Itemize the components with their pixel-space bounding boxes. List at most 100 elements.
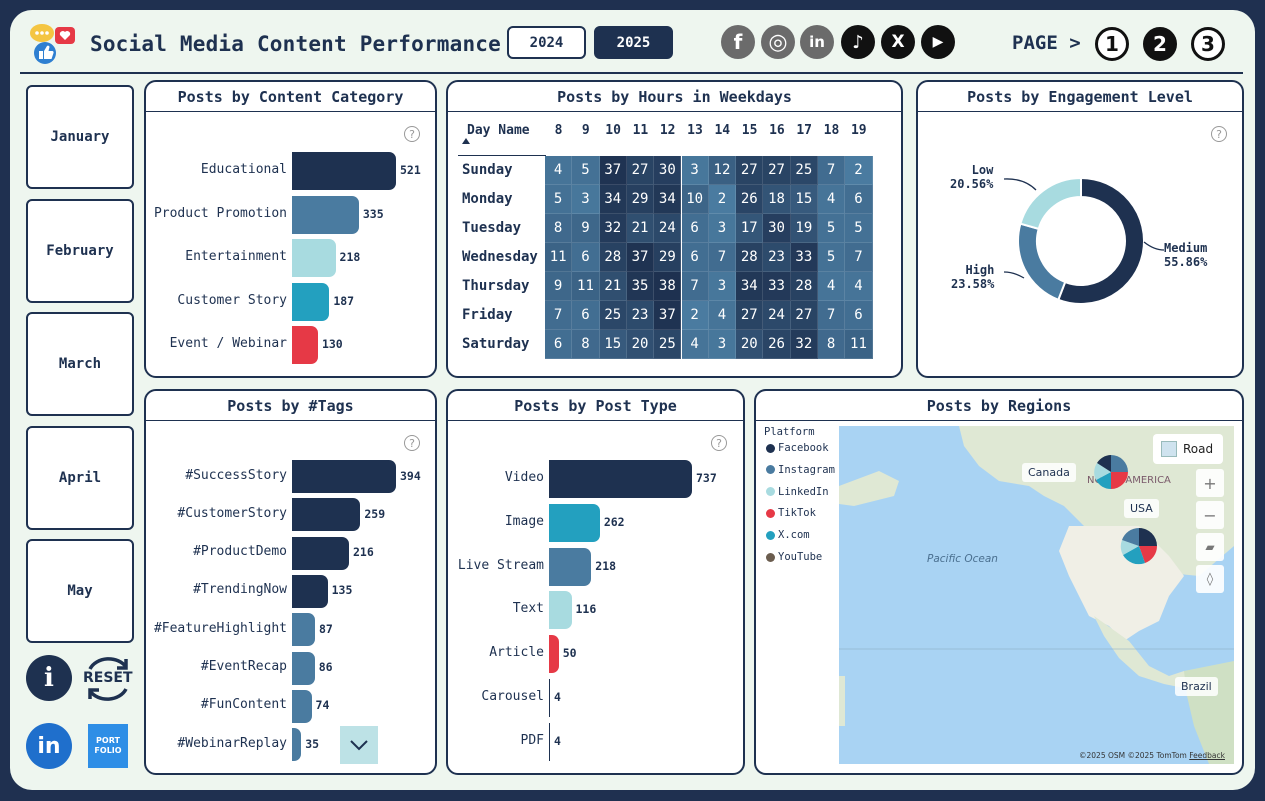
heatmap-cell[interactable]: 3 — [708, 330, 737, 359]
heatmap-cell[interactable]: 25 — [654, 330, 682, 359]
bar-image[interactable] — [549, 503, 600, 542]
heatmap-cell[interactable]: 7 — [818, 301, 846, 330]
heatmap-cell[interactable]: 6 — [545, 330, 573, 359]
heatmap-cell[interactable]: 7 — [818, 156, 846, 185]
heatmap-cell[interactable]: 7 — [545, 301, 573, 330]
portfolio-button[interactable]: PORT FOLIO — [88, 724, 128, 768]
heatmap-cell[interactable]: 28 — [599, 243, 627, 272]
canada-platform-pie[interactable] — [1093, 454, 1129, 490]
heatmap-cell[interactable]: 5 — [572, 156, 600, 185]
bar-eventrecap[interactable] — [292, 651, 315, 685]
heatmap-cell[interactable]: 30 — [654, 156, 682, 185]
legend-item-instagram[interactable]: Instagram — [766, 464, 835, 476]
heatmap-cell[interactable]: 21 — [626, 214, 655, 243]
bar-entertainment[interactable] — [292, 239, 336, 278]
heatmap-cell[interactable]: 27 — [763, 156, 791, 185]
heatmap-cell[interactable]: 5 — [545, 185, 573, 214]
heatmap-cell[interactable]: 6 — [845, 301, 873, 330]
heatmap-cell[interactable]: 10 — [681, 185, 709, 214]
instagram-icon[interactable]: ◎ — [761, 25, 795, 59]
heatmap-cell[interactable]: 33 — [790, 243, 818, 272]
month-february-button[interactable]: February — [26, 199, 134, 303]
heatmap-cell[interactable]: 7 — [708, 243, 737, 272]
bar-text[interactable] — [549, 591, 572, 630]
help-icon[interactable]: ? — [404, 126, 420, 142]
heatmap-cell[interactable]: 12 — [708, 156, 737, 185]
heatmap-cell[interactable]: 28 — [736, 243, 764, 272]
heatmap-cell[interactable]: 4 — [818, 272, 846, 301]
heatmap-cell[interactable]: 24 — [654, 214, 682, 243]
heatmap-cell[interactable]: 3 — [708, 214, 737, 243]
bar-webinarreplay[interactable] — [292, 728, 302, 762]
heatmap-cell[interactable]: 28 — [790, 272, 818, 301]
heatmap-cell[interactable]: 25 — [790, 156, 818, 185]
regions-map[interactable]: Canada USA NORTH AMERICA Pacific Ocean B… — [839, 426, 1234, 764]
heatmap-cell[interactable]: 4 — [681, 330, 709, 359]
heatmap-cell[interactable]: 25 — [599, 301, 627, 330]
donut-slice-low[interactable] — [1019, 176, 1082, 231]
linkedin-profile-button[interactable]: in — [26, 723, 72, 769]
heatmap-cell[interactable]: 6 — [681, 214, 709, 243]
bar-live-stream[interactable] — [549, 547, 592, 586]
linkedin-icon[interactable]: in — [800, 25, 834, 59]
heatmap-cell[interactable]: 9 — [545, 272, 573, 301]
zoom-out-button[interactable]: − — [1196, 501, 1224, 529]
year-2024-button[interactable]: 2024 — [507, 26, 586, 59]
reset-button[interactable]: RESET — [82, 653, 134, 703]
heatmap-cell[interactable]: 5 — [818, 214, 846, 243]
heatmap-cell[interactable]: 5 — [818, 243, 846, 272]
month-april-button[interactable]: April — [26, 426, 134, 530]
heatmap-cell[interactable]: 8 — [545, 214, 573, 243]
heatmap-cell[interactable]: 15 — [599, 330, 627, 359]
bar-funcontent[interactable] — [292, 689, 312, 723]
heatmap-cell[interactable]: 26 — [736, 185, 764, 214]
legend-item-tiktok[interactable]: TikTok — [766, 507, 816, 519]
heatmap-cell[interactable]: 27 — [790, 301, 818, 330]
bar-successstory[interactable] — [292, 460, 396, 493]
month-may-button[interactable]: May — [26, 539, 134, 643]
heatmap-cell[interactable]: 35 — [626, 272, 655, 301]
legend-item-youtube[interactable]: YouTube — [766, 551, 822, 563]
bar-product-promotion[interactable] — [292, 195, 359, 234]
month-january-button[interactable]: January — [26, 85, 134, 189]
heatmap-cell[interactable]: 3 — [708, 272, 737, 301]
donut-slice-medium[interactable] — [1057, 176, 1145, 305]
scroll-down-button[interactable] — [340, 726, 378, 764]
heatmap-cell[interactable]: 34 — [599, 185, 627, 214]
heatmap-cell[interactable]: 2 — [681, 301, 709, 330]
heatmap-cell[interactable]: 2 — [708, 185, 737, 214]
heatmap-cell[interactable]: 4 — [845, 272, 873, 301]
month-march-button[interactable]: March — [26, 312, 134, 416]
donut-slice-high[interactable] — [1017, 222, 1067, 302]
bar-carousel[interactable] — [549, 679, 550, 717]
tilt-view-button[interactable]: ▰ — [1196, 533, 1224, 561]
heatmap-cell[interactable]: 26 — [763, 330, 791, 359]
heatmap-cell[interactable]: 20 — [736, 330, 764, 359]
heatmap-cell[interactable]: 17 — [736, 214, 764, 243]
facebook-icon[interactable]: f — [721, 25, 755, 59]
bar-event-webinar[interactable] — [292, 326, 318, 365]
heatmap-cell[interactable]: 38 — [654, 272, 682, 301]
heatmap-cell[interactable]: 23 — [626, 301, 655, 330]
heatmap-cell[interactable]: 11 — [545, 243, 573, 272]
usa-platform-pie[interactable] — [1120, 527, 1158, 565]
tiktok-icon[interactable]: ♪ — [841, 25, 875, 59]
heatmap-cell[interactable]: 7 — [845, 243, 873, 272]
heatmap-cell[interactable]: 3 — [572, 185, 600, 214]
heatmap-cell[interactable]: 4 — [818, 185, 846, 214]
heatmap-cell[interactable]: 32 — [599, 214, 627, 243]
heatmap-cell[interactable]: 11 — [572, 272, 600, 301]
heatmap-cell[interactable]: 8 — [818, 330, 846, 359]
feedback-link[interactable]: Feedback — [1189, 751, 1225, 760]
heatmap-cell[interactable]: 20 — [626, 330, 655, 359]
bar-video[interactable] — [549, 460, 692, 498]
heatmap-cell[interactable]: 6 — [572, 301, 600, 330]
youtube-icon[interactable]: ▶ — [921, 25, 955, 59]
heatmap-cell[interactable]: 30 — [763, 214, 791, 243]
heatmap-cell[interactable]: 8 — [572, 330, 600, 359]
page-1-button[interactable]: 1 — [1095, 27, 1129, 61]
heatmap-cell[interactable]: 21 — [599, 272, 627, 301]
page-3-button[interactable]: 3 — [1191, 27, 1225, 61]
heatmap-cell[interactable]: 29 — [654, 243, 682, 272]
bar-productdemo[interactable] — [292, 536, 349, 570]
